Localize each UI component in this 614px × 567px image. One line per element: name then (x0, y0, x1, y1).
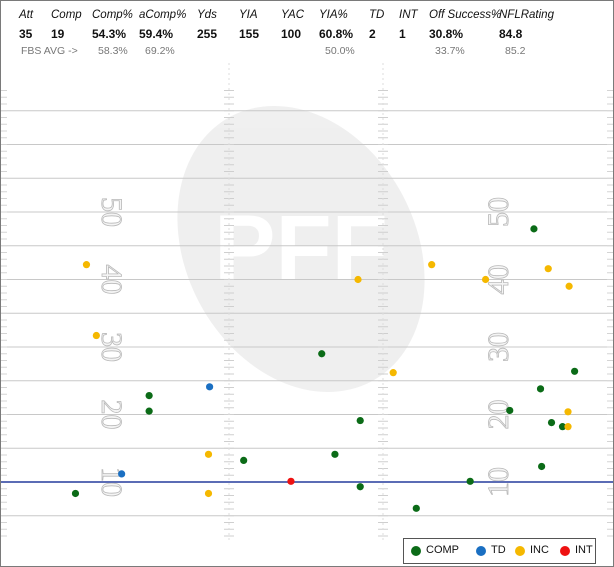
stat-avg-comp: 58.3% (98, 45, 128, 57)
watermark-ball (177, 105, 425, 393)
point-comp (145, 407, 153, 415)
point-td (206, 383, 214, 391)
point-inc (389, 369, 397, 377)
legend-label-td: TD (491, 544, 506, 556)
stat-value-acomp: 59.4% (139, 27, 174, 41)
legend-marker-td (476, 546, 486, 556)
point-int (287, 477, 295, 485)
point-comp (558, 423, 567, 431)
point-comp (538, 462, 546, 471)
point-comp (412, 504, 420, 512)
stat-header-off-success: Off Success% (429, 9, 502, 21)
point-comp (240, 456, 248, 464)
stat-value-yia: 155 (239, 27, 260, 41)
stat-value-nflrating: 84.8 (499, 27, 523, 41)
stat-header-int: INT (399, 9, 418, 21)
legend-label-inc: INC (530, 544, 549, 556)
point-inc (564, 423, 572, 431)
stat-value-td: 2 (369, 27, 376, 41)
stats-header: Att 35 Comp 19 Comp% 54.3% 58.3% aComp% 59.4% 69.… (1, 1, 613, 59)
point-inc (204, 450, 213, 458)
point-td (118, 470, 126, 478)
stat-avg-yia: 50.0% (325, 45, 355, 57)
stat-header-acomp: aComp% (139, 9, 187, 21)
stat-value-int: 1 (399, 27, 406, 41)
stat-header-td: TD (369, 9, 385, 21)
point-inc (428, 261, 436, 269)
point-comp (547, 419, 556, 427)
legend-marker-inc (515, 546, 525, 556)
stat-header-comp: Comp (51, 9, 82, 21)
stat-avg-off-success: 33.7% (435, 45, 465, 57)
stat-value-att: 35 (19, 27, 33, 41)
yard-number-20: 20 (95, 400, 128, 430)
yard-number-40: 40 (95, 265, 128, 295)
stat-header-yac: YAC (281, 9, 305, 21)
point-inc (544, 265, 552, 273)
stat-value-yac: 100 (281, 27, 302, 41)
stat-value-comp: 19 (51, 27, 65, 41)
point-inc (82, 261, 91, 269)
point-comp (530, 225, 538, 233)
legend: COMP TD INC INT (403, 538, 596, 564)
fbs-avg-label: FBS AVG -> (21, 45, 78, 57)
yard-number-50: 50 (482, 197, 515, 227)
stat-avg-acomp: 69.2% (145, 45, 175, 57)
point-inc (354, 275, 362, 284)
point-comp (356, 483, 364, 491)
point-comp (571, 367, 579, 375)
legend-label-comp: COMP (426, 544, 459, 556)
stat-header-yia: YIA% (319, 9, 348, 21)
watermark: PFF (177, 105, 425, 393)
point-comp (536, 385, 545, 393)
point-inc (565, 282, 573, 290)
stat-avg-nflrating: 85.2 (505, 45, 526, 57)
stat-value-yds: 255 (197, 27, 218, 41)
point-inc (204, 489, 213, 498)
point-comp (145, 392, 153, 400)
stat-value-comp: 54.3% (92, 27, 127, 41)
yard-number-30: 30 (482, 332, 515, 362)
point-comp (356, 416, 364, 425)
point-inc (92, 331, 100, 340)
yard-number-20: 20 (482, 400, 515, 430)
stat-header-yia: YIA (239, 9, 258, 21)
point-comp (506, 406, 514, 415)
stat-header-comp: Comp% (92, 9, 133, 21)
point-comp (466, 477, 474, 485)
yard-number-30: 30 (95, 332, 128, 362)
point-inc (564, 408, 572, 416)
legend-marker-comp (411, 546, 421, 556)
point-comp (331, 450, 339, 458)
legend-marker-int (560, 546, 570, 556)
stat-value-yia: 60.8% (319, 27, 354, 41)
stat-header-nflrating: NFLRating (499, 9, 554, 21)
point-comp (71, 489, 80, 498)
stat-header-yds: Yds (197, 9, 217, 21)
point-comp (318, 350, 326, 358)
point-inc (481, 275, 490, 284)
stat-header-att: Att (19, 9, 34, 21)
stat-value-off-success: 30.8% (429, 27, 464, 41)
legend-label-int: INT (575, 544, 593, 556)
yard-number-50: 50 (95, 197, 128, 227)
